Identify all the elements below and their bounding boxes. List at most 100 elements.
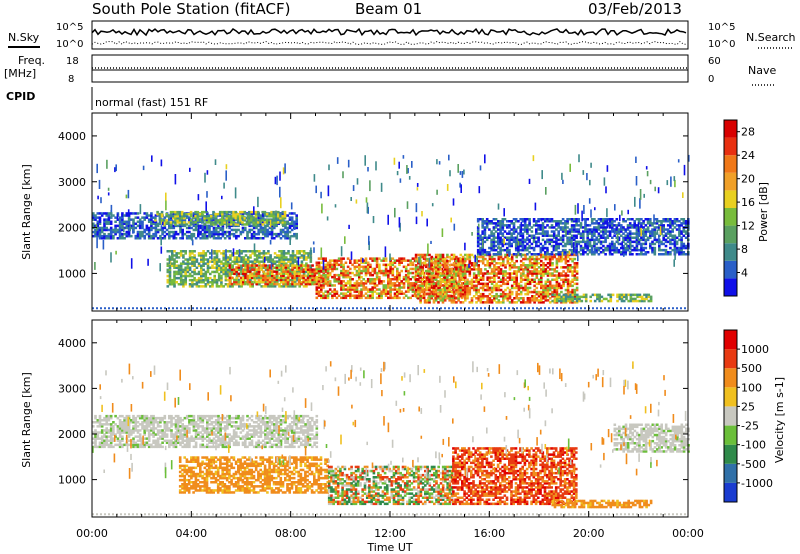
scatter-cell-5 xyxy=(560,274,563,277)
scatter-cell-0 xyxy=(192,234,196,238)
scatter-cell-4 xyxy=(358,267,361,271)
scatter-cell-6 xyxy=(506,251,509,254)
scatter-cell-5 xyxy=(557,259,561,263)
scatter-cell-5 xyxy=(502,257,505,261)
scatter-cell-2 xyxy=(291,272,295,276)
scatter-cell-5 xyxy=(535,268,539,271)
scatter-cell-0 xyxy=(163,216,167,219)
scatter-cell-6 xyxy=(608,253,612,256)
scatter-cell-1 xyxy=(210,215,213,218)
scatter-cell-6 xyxy=(602,220,605,223)
scatter-cell-6 xyxy=(628,251,632,254)
scatter-cell-1 xyxy=(180,217,184,220)
scatter-cell-2 xyxy=(224,274,228,278)
scatter-cell-5 xyxy=(428,301,431,304)
scatter-cell-6 xyxy=(499,238,502,242)
scatter-cell-6 xyxy=(566,232,569,235)
scatter-cell-2 xyxy=(282,264,286,267)
scatter-cell-6 xyxy=(579,246,583,250)
scatter-cell-6 xyxy=(492,236,496,239)
scatter-cell-5 xyxy=(513,272,516,275)
scatter-cell-2 xyxy=(238,268,241,272)
scatter-cell-5 xyxy=(528,255,532,259)
scatter-cell-2 xyxy=(215,270,219,274)
scatter-cell-1 xyxy=(252,221,255,224)
scatter-cell-6 xyxy=(535,230,538,233)
scatter-cell-3 xyxy=(280,268,283,271)
scatter-cell-5 xyxy=(569,268,572,271)
scatter-cell-3 xyxy=(264,282,267,286)
scatter-cell-0 xyxy=(127,222,131,225)
scatter-cell-4 xyxy=(326,261,330,264)
scatter-cell-0 xyxy=(154,232,158,236)
scatter-cell-3 xyxy=(271,270,274,273)
scatter-cell-5 xyxy=(569,282,572,286)
scatter-cell-5 xyxy=(448,259,451,263)
scatter-cell-0 xyxy=(123,222,126,225)
scatter-cell-2 xyxy=(302,250,306,253)
scatter-cell-6 xyxy=(517,232,520,235)
scatter-cell-1 xyxy=(167,221,171,224)
scatter-cell-2 xyxy=(184,272,187,276)
scatter-cell-3 xyxy=(246,264,250,267)
scatter-cell-0 xyxy=(94,224,97,228)
scatter-cell-5 xyxy=(542,297,545,300)
scatter-cell-2 xyxy=(231,252,234,255)
scatter-cell-6 xyxy=(628,253,632,256)
scatter-cell-5 xyxy=(551,290,554,294)
scatter-cell-2 xyxy=(197,262,201,265)
scatter-cell-6 xyxy=(488,251,491,254)
scatter-cell-5 xyxy=(533,299,536,302)
scatter-cell-3 xyxy=(313,276,317,280)
scatter-cell-4 xyxy=(425,259,428,262)
beam-label: Beam 01 xyxy=(355,0,422,18)
scatter-cell-0 xyxy=(290,216,294,219)
scatter-cell-6 xyxy=(611,220,614,223)
scatter-cell-4 xyxy=(358,273,361,277)
scatter-cell-5 xyxy=(533,297,536,300)
scatter-cell-5 xyxy=(540,295,543,298)
scatter-cell-5 xyxy=(517,270,521,273)
scatter-cell-6 xyxy=(497,234,500,237)
scatter-cell-5 xyxy=(510,257,514,261)
scatter-cell-5 xyxy=(455,288,458,292)
scatter-cell-0 xyxy=(273,226,276,230)
scatter-cell-4 xyxy=(449,286,453,289)
scatter-cell-5 xyxy=(528,282,532,286)
scatter-cell-3 xyxy=(291,264,294,267)
scatter-cell-0 xyxy=(141,222,144,225)
scatter-cell-5 xyxy=(437,253,440,257)
scatter-cell-5 xyxy=(510,259,514,263)
scatter-cell-5 xyxy=(540,290,543,294)
scatter-cell-6 xyxy=(561,228,565,231)
scatter-cell-5 xyxy=(446,259,449,263)
scatter-cell-4 xyxy=(391,267,395,271)
scatter-cell-5 xyxy=(535,262,539,265)
scatter-cell-2 xyxy=(240,266,243,269)
scatter-cell-0 xyxy=(168,230,171,234)
scatter-cell-0 xyxy=(270,226,274,230)
scatter-cell-4 xyxy=(396,284,399,287)
scatter-cell-5 xyxy=(414,274,418,277)
scatter-cell-5 xyxy=(441,259,445,263)
scatter-cell-1 xyxy=(216,219,220,222)
scatter-cell-1 xyxy=(227,210,231,214)
scatter-cell-2 xyxy=(309,276,313,280)
scatter-cell-3 xyxy=(244,266,247,269)
scatter-cell-4 xyxy=(333,284,336,287)
scatter-cell-4 xyxy=(362,282,365,285)
scatter-cell-0 xyxy=(141,220,144,223)
scatter-cell-1 xyxy=(212,221,215,224)
scatter-cell-4 xyxy=(335,278,339,281)
scatter-cell-0 xyxy=(290,224,294,228)
date-label: 03/Feb/2013 xyxy=(588,0,682,18)
scatter-cell-3 xyxy=(318,274,321,278)
scatter-cell-6 xyxy=(508,244,511,248)
scatter-cell-0 xyxy=(181,234,184,238)
scatter-cell-5 xyxy=(544,280,548,283)
scatter-cell-4 xyxy=(315,296,319,300)
scatter-cell-5 xyxy=(515,276,518,279)
scatter-cell-4 xyxy=(362,269,365,273)
scatter-cell-0 xyxy=(219,237,222,240)
freq-panel: Freq. [MHz] 18 8 60 0 Nave xyxy=(4,54,776,86)
